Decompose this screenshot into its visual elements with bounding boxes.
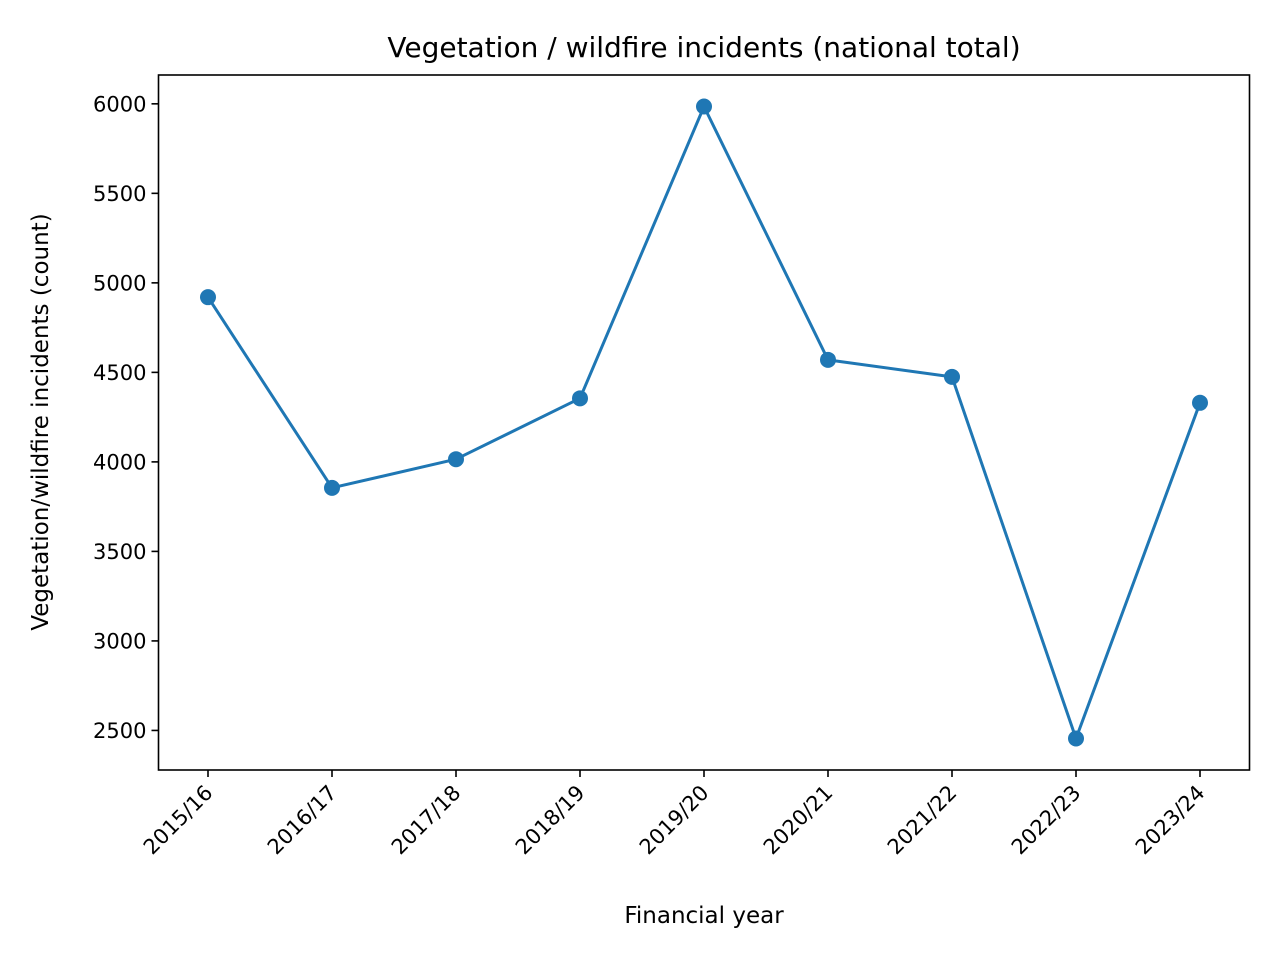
y-axis-label: Vegetation/wildfire incidents (count) bbox=[28, 213, 54, 630]
x-tick-label: 2015/16 bbox=[139, 781, 218, 860]
series-line bbox=[206, 105, 1202, 740]
y-tick-label: 3500 bbox=[93, 540, 146, 564]
data-point bbox=[1192, 394, 1208, 411]
data-point bbox=[1068, 730, 1084, 747]
x-tick-label: 2016/17 bbox=[263, 781, 342, 860]
x-tick-label: 2022/23 bbox=[1007, 781, 1086, 860]
x-tick-label: 2018/19 bbox=[511, 781, 590, 860]
chart-title: Vegetation / wildfire incidents (nationa… bbox=[387, 31, 1020, 64]
x-tick-label: 2023/24 bbox=[1131, 781, 1210, 860]
y-tick-label: 6000 bbox=[93, 92, 146, 116]
data-point bbox=[696, 98, 712, 115]
x-tick-label: 2017/18 bbox=[387, 781, 466, 860]
y-tick-label: 5500 bbox=[93, 182, 146, 206]
data-point bbox=[820, 351, 836, 368]
x-axis-label: Financial year bbox=[624, 903, 784, 929]
data-point bbox=[944, 368, 960, 385]
y-tick-label: 3000 bbox=[93, 629, 146, 653]
x-tick-label: 2020/21 bbox=[759, 781, 838, 860]
data-point bbox=[324, 479, 340, 496]
data-point bbox=[200, 289, 216, 306]
x-axis: 2015/16 2016/17 2017/18 2018/19 2019/20 2020/… bbox=[139, 770, 1210, 859]
data-point bbox=[572, 390, 588, 407]
y-tick-label: 4000 bbox=[93, 450, 146, 474]
y-axis: 2500 3000 3500 4000 4500 5000 5500 6000 bbox=[93, 92, 159, 743]
plot-area-frame bbox=[157, 74, 1251, 771]
y-tick-label: 2500 bbox=[93, 719, 146, 743]
series-layer bbox=[200, 98, 1208, 747]
x-tick-label: 2021/22 bbox=[883, 781, 962, 860]
x-tick-label: 2019/20 bbox=[635, 781, 714, 860]
y-tick-label: 5000 bbox=[93, 271, 146, 295]
y-tick-label: 4500 bbox=[93, 361, 146, 385]
data-point bbox=[448, 451, 464, 468]
